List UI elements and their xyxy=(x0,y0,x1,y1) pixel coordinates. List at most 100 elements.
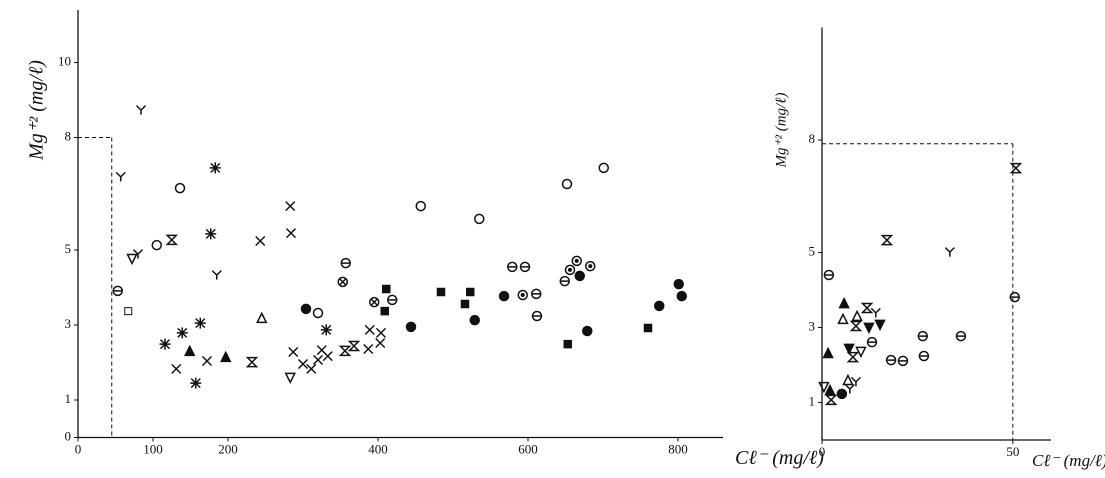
marker-part xyxy=(205,228,217,240)
marker-part xyxy=(405,321,417,333)
marker-part xyxy=(209,162,221,174)
marker-part xyxy=(171,363,182,374)
data-point xyxy=(843,343,855,356)
marker-part xyxy=(211,270,222,280)
marker-part xyxy=(870,307,881,318)
data-point xyxy=(165,234,179,246)
marker-part xyxy=(176,327,188,339)
data-point xyxy=(818,381,830,394)
marker-part xyxy=(174,182,186,194)
data-point xyxy=(363,343,374,355)
data-point xyxy=(312,354,324,365)
marker-part xyxy=(944,247,955,257)
marker-part xyxy=(571,255,582,267)
y-tick-label: 8 xyxy=(65,128,72,143)
data-point xyxy=(585,260,596,272)
data-point xyxy=(320,324,332,336)
y-tick-label: 1 xyxy=(65,391,72,406)
data-point xyxy=(190,377,202,389)
marker-part xyxy=(132,249,144,259)
marker-part xyxy=(312,354,324,365)
data-point xyxy=(284,372,296,385)
marker-part xyxy=(850,376,861,387)
marker-part xyxy=(567,267,573,272)
y-tick-label: 0 xyxy=(65,428,72,443)
marker-part xyxy=(415,200,426,212)
marker-part xyxy=(466,287,475,297)
y-tick-label: 8 xyxy=(809,131,816,146)
marker-part xyxy=(874,319,886,332)
data-point xyxy=(194,317,206,329)
marker-part xyxy=(818,381,830,394)
marker-part xyxy=(124,307,133,316)
marker-part xyxy=(822,346,834,359)
marker-part xyxy=(165,234,179,246)
marker-part xyxy=(115,171,126,182)
marker-part xyxy=(339,278,347,286)
marker-part xyxy=(284,372,296,385)
marker-part xyxy=(654,300,665,312)
data-point xyxy=(844,383,855,394)
data-point xyxy=(918,350,930,362)
marker-part xyxy=(460,299,470,309)
marker-part xyxy=(126,253,138,266)
marker-part xyxy=(220,350,232,363)
data-point xyxy=(387,294,398,306)
marker-part xyxy=(863,322,875,335)
y-tick-label: 10 xyxy=(58,53,71,68)
data-point xyxy=(159,338,171,350)
data-point xyxy=(171,363,182,374)
data-point xyxy=(598,162,609,174)
marker-part xyxy=(194,317,206,329)
y-tick-label: 5 xyxy=(65,241,72,256)
marker-part xyxy=(184,344,196,357)
data-point xyxy=(673,278,684,290)
marker-part xyxy=(369,296,380,308)
data-point xyxy=(255,235,266,247)
data-point xyxy=(364,324,375,335)
data-point xyxy=(469,314,480,326)
data-point xyxy=(517,289,528,301)
x-tick-label: 50 xyxy=(1006,444,1019,459)
marker-part xyxy=(338,345,352,357)
marker-part xyxy=(245,356,259,368)
marker-part xyxy=(320,324,332,336)
data-point xyxy=(211,270,222,280)
data-point xyxy=(874,319,886,332)
marker-part xyxy=(849,320,863,332)
data-point xyxy=(860,302,874,314)
data-point xyxy=(836,388,848,400)
data-point xyxy=(382,284,391,294)
data-point xyxy=(654,300,665,312)
data-point xyxy=(863,322,875,335)
data-point xyxy=(519,261,531,273)
x-tick-label: 400 xyxy=(368,441,388,456)
data-point xyxy=(955,330,967,342)
marker-part xyxy=(498,290,510,302)
data-point xyxy=(297,358,309,370)
marker-part xyxy=(285,228,297,239)
data-point xyxy=(531,288,542,300)
data-point xyxy=(405,321,417,333)
data-point xyxy=(849,320,863,332)
marker-part xyxy=(520,292,525,298)
marker-part xyxy=(574,270,585,282)
marker-part xyxy=(159,338,171,350)
marker-part xyxy=(469,314,480,326)
marker-part xyxy=(582,325,593,337)
y-axis-label: Mg⁺² (mg/ℓ) xyxy=(26,60,48,161)
data-point xyxy=(205,228,217,240)
data-point xyxy=(531,310,543,322)
y-tick-label: 5 xyxy=(809,243,816,258)
data-point xyxy=(322,351,333,362)
marker-part xyxy=(312,307,324,319)
marker-part xyxy=(1009,162,1023,174)
data-point xyxy=(563,339,572,349)
data-point xyxy=(347,340,361,352)
data-point xyxy=(135,105,147,115)
data-point xyxy=(870,307,881,318)
data-point xyxy=(151,239,162,251)
x-axis-label: Cℓ⁻ (mg/ℓ) xyxy=(1032,451,1105,470)
data-point xyxy=(559,275,570,287)
data-point xyxy=(256,311,268,324)
